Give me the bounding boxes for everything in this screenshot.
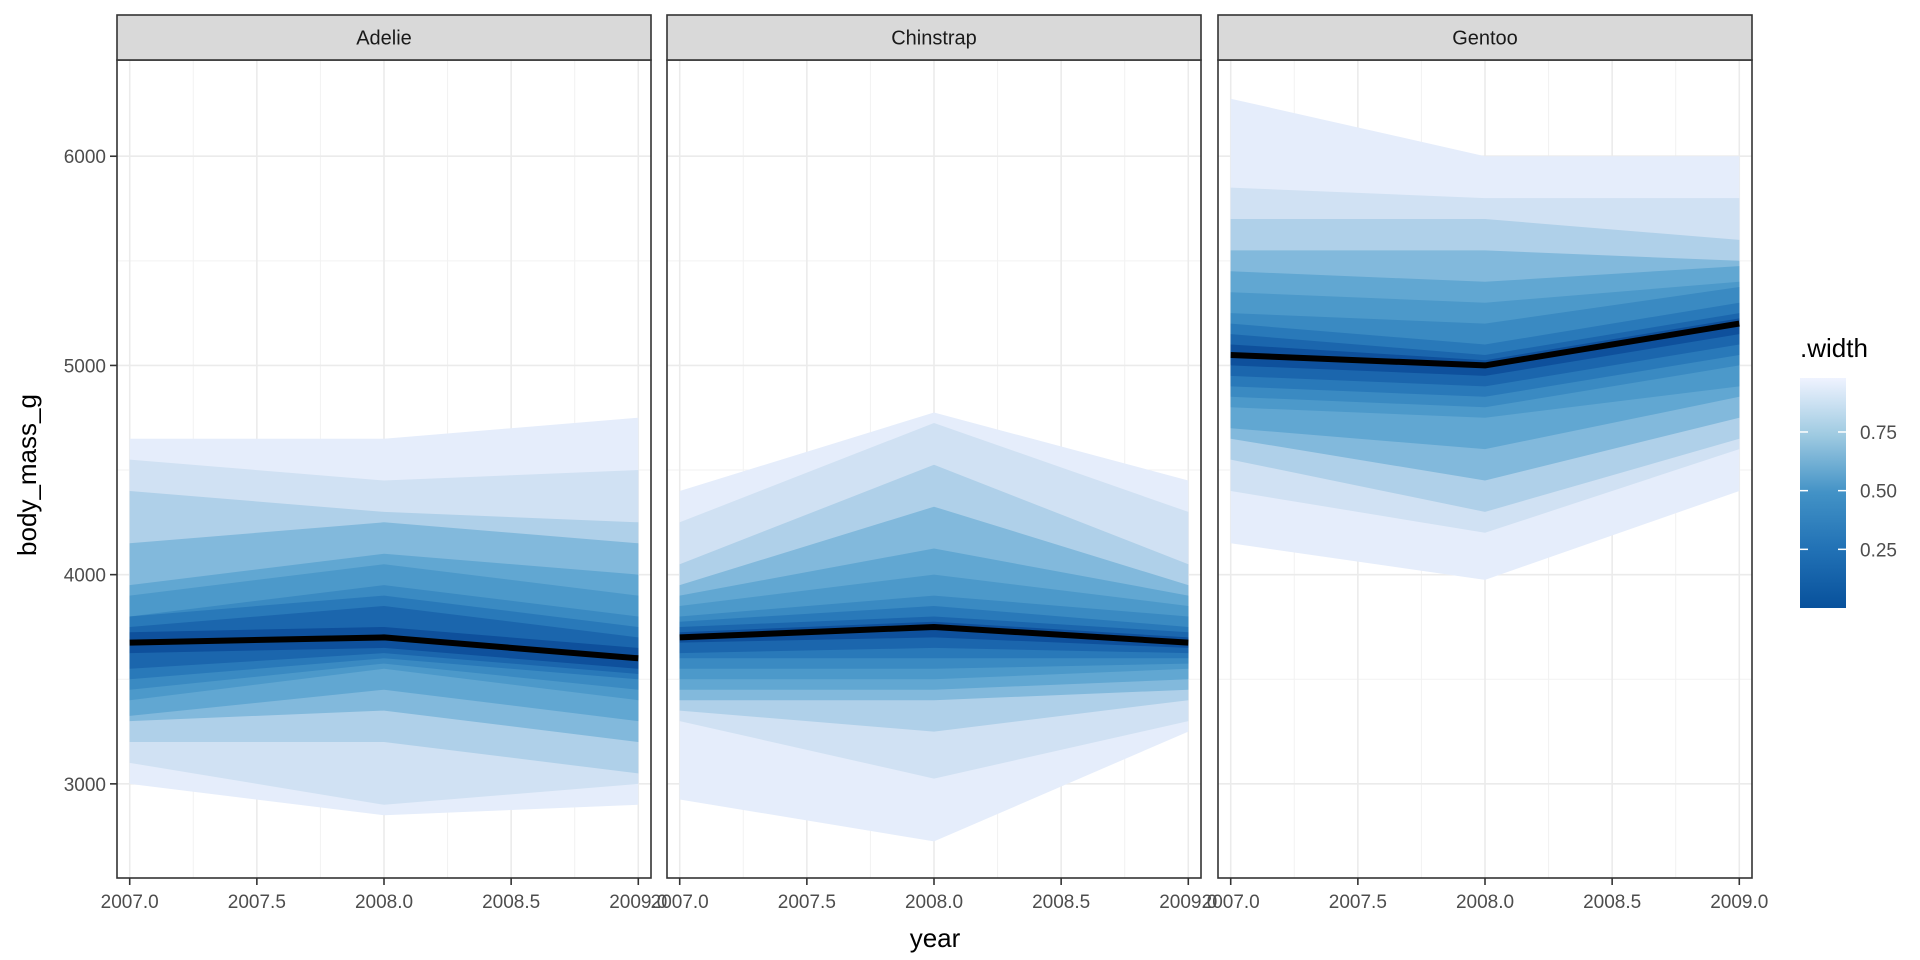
x-tick-label: 2009.0 [609, 892, 667, 913]
legend-ticks: 0.75 0.50 0.25 [1800, 423, 1897, 561]
facet-panel-chinstrap: Chinstrap [666, 14, 1202, 879]
x-tick-label: 2008.0 [355, 892, 413, 913]
y-tick-label: 5000 [64, 356, 106, 377]
y-tick-label: 4000 [64, 566, 106, 587]
facet-strip-label: Chinstrap [891, 28, 977, 50]
legend-label: 0.75 [1860, 423, 1897, 444]
facet-strip [666, 14, 1202, 61]
median-line [1230, 320, 1740, 369]
y-tick-label: 6000 [64, 147, 106, 168]
facet-strip [116, 14, 652, 61]
x-tick-label: 2009.0 [1159, 892, 1217, 913]
legend-label: 0.25 [1860, 540, 1897, 561]
x-tick-label: 2007.5 [1329, 892, 1387, 913]
y-axis-title: body_mass_g [12, 394, 42, 556]
legend-colorbar [1800, 378, 1846, 608]
x-tick-label: 2007.0 [1202, 892, 1260, 913]
facet-strip [1217, 14, 1753, 61]
legend-label: 0.50 [1860, 482, 1897, 503]
y-tick-label: 3000 [64, 775, 106, 796]
x-tick-label: 2008.5 [482, 892, 540, 913]
x-tick-label: 2009.0 [1710, 892, 1768, 913]
x-tick-label: 2008.0 [905, 892, 963, 913]
interval-band-0.05 [679, 621, 1189, 648]
x-tick-label: 2007.0 [101, 892, 159, 913]
x-tick-label: 2008.5 [1583, 892, 1641, 913]
facet-strip-label: Adelie [356, 28, 412, 50]
x-tick-label: 2007.5 [778, 892, 836, 913]
median-line [679, 624, 1189, 646]
x-tick-label: 2008.0 [1456, 892, 1514, 913]
median-line [129, 634, 639, 662]
facet-panels: Adelie Chinstrap Gentoo [116, 14, 1753, 879]
x-tick-label: 2007.5 [228, 892, 286, 913]
y-axis: 3000 4000 5000 6000 [64, 147, 117, 796]
x-tick-label: 2007.0 [651, 892, 709, 913]
facet-panel-adelie: Adelie [116, 14, 652, 879]
facet-panel-gentoo: Gentoo [1217, 14, 1753, 879]
legend-title: .width [1800, 333, 1868, 363]
color-legend: .width 0.75 0.50 0.25 [1800, 333, 1897, 608]
facet-strip-label: Gentoo [1452, 28, 1518, 50]
x-tick-label: 2008.5 [1032, 892, 1090, 913]
x-axis-title: year [910, 923, 961, 953]
